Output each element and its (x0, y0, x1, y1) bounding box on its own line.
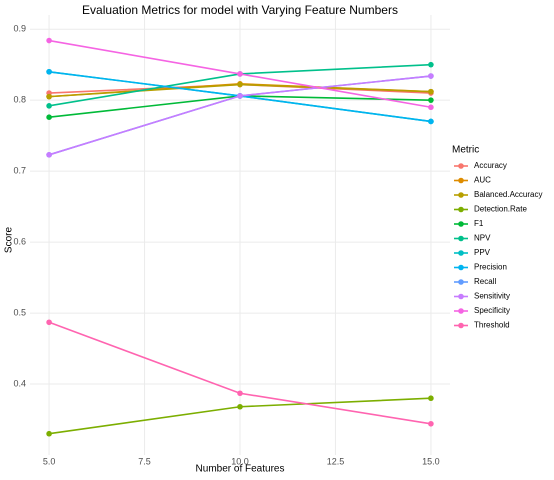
legend-key (458, 163, 464, 169)
x-tick-label: 15.0 (422, 456, 440, 466)
data-point (237, 93, 243, 99)
x-axis-label: Number of Features (196, 464, 285, 475)
legend-key (458, 264, 464, 271)
legend-key (458, 235, 464, 242)
y-tick-label: 0.8 (13, 95, 26, 105)
legend-key (458, 308, 464, 314)
legend-label: NPV (474, 234, 491, 243)
data-point (46, 319, 52, 326)
y-axis-label: Score (4, 227, 15, 254)
legend-key (458, 206, 464, 213)
legend-label: Accuracy (474, 161, 507, 170)
data-point (46, 68, 52, 75)
y-tick-label: 0.7 (13, 166, 26, 176)
data-point (428, 61, 434, 68)
legend-label: Recall (474, 277, 496, 286)
legend-label: Threshold (474, 321, 510, 330)
chart-title: Evaluation Metrics for model with Varyin… (82, 3, 398, 17)
data-point (46, 430, 52, 437)
legend-title: Metric (452, 145, 479, 156)
x-tick-label: 10.0 (231, 456, 249, 466)
data-point (428, 73, 434, 79)
data-point (237, 81, 243, 88)
data-point (237, 390, 243, 397)
data-point (46, 93, 52, 100)
data-point (428, 118, 434, 125)
data-point (428, 88, 434, 95)
legend-key (458, 177, 464, 184)
legend-label: F1 (474, 219, 484, 228)
legend-label: Specificity (474, 306, 510, 315)
legend-label: Balanced.Accuracy (474, 190, 542, 199)
data-point (428, 97, 434, 103)
legend-key (458, 293, 464, 300)
data-point (46, 37, 52, 44)
legend-label: Precision (474, 263, 507, 272)
legend-key (458, 221, 464, 227)
data-point (237, 71, 243, 77)
legend-key (458, 192, 464, 198)
legend-key (458, 250, 464, 256)
y-tick-label: 0.5 (13, 307, 26, 317)
data-point (46, 114, 52, 120)
y-tick-label: 0.9 (13, 24, 26, 34)
data-point (46, 152, 52, 158)
legend-key (458, 322, 464, 329)
data-point (237, 403, 243, 410)
legend-label: Sensitivity (474, 292, 510, 301)
legend-key (458, 279, 464, 285)
data-point (46, 103, 52, 109)
data-point (428, 420, 434, 427)
x-tick-label: 12.5 (327, 456, 345, 466)
data-point (428, 104, 434, 111)
legend-label: Detection.Rate (474, 205, 527, 214)
data-point (428, 395, 434, 402)
y-tick-label: 0.4 (13, 378, 26, 388)
x-tick-label: 5.0 (43, 456, 56, 466)
legend-label: AUC (474, 176, 491, 185)
legend-label: PPV (474, 248, 491, 257)
x-tick-label: 7.5 (138, 456, 151, 466)
y-tick-label: 0.6 (13, 236, 26, 246)
